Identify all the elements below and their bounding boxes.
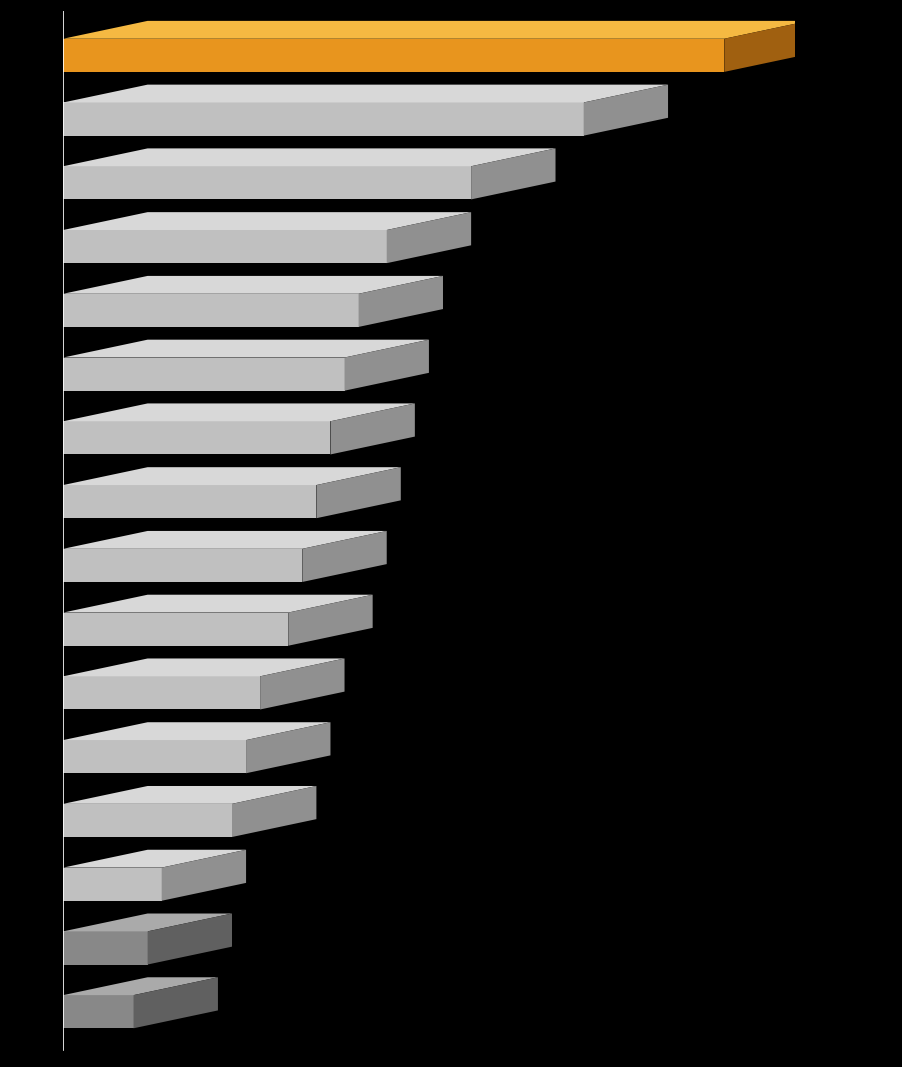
Polygon shape — [232, 786, 316, 837]
Polygon shape — [63, 339, 428, 357]
Polygon shape — [63, 84, 667, 102]
Polygon shape — [63, 21, 808, 38]
Polygon shape — [63, 212, 471, 230]
Polygon shape — [147, 913, 232, 965]
Polygon shape — [330, 403, 414, 455]
Bar — [63, 548, 302, 582]
Polygon shape — [245, 722, 330, 774]
Bar — [63, 230, 386, 264]
Bar — [63, 867, 161, 901]
Bar — [63, 38, 723, 71]
Polygon shape — [63, 594, 373, 612]
Bar — [63, 803, 232, 837]
Bar — [63, 102, 583, 136]
Polygon shape — [63, 977, 217, 996]
Polygon shape — [260, 658, 345, 710]
Bar — [63, 166, 471, 200]
Polygon shape — [133, 977, 217, 1029]
Bar — [63, 676, 260, 710]
Polygon shape — [63, 276, 443, 293]
Polygon shape — [63, 722, 330, 740]
Bar — [63, 421, 330, 455]
Bar — [63, 357, 345, 391]
Bar — [63, 293, 358, 327]
Polygon shape — [63, 849, 245, 867]
Bar — [63, 612, 288, 646]
Polygon shape — [63, 403, 414, 421]
Polygon shape — [161, 849, 245, 901]
Polygon shape — [471, 148, 555, 200]
Polygon shape — [345, 339, 428, 391]
Bar — [63, 485, 316, 519]
Polygon shape — [386, 212, 471, 264]
Polygon shape — [63, 786, 316, 803]
Polygon shape — [63, 913, 232, 931]
Bar — [63, 740, 245, 774]
Polygon shape — [358, 276, 443, 327]
Polygon shape — [63, 467, 400, 485]
Polygon shape — [63, 531, 386, 548]
Polygon shape — [63, 148, 555, 166]
Polygon shape — [583, 84, 667, 136]
Polygon shape — [302, 531, 386, 582]
Polygon shape — [63, 658, 345, 676]
Bar — [63, 931, 147, 965]
Polygon shape — [723, 21, 808, 71]
Polygon shape — [316, 467, 400, 519]
Polygon shape — [288, 594, 373, 646]
Bar — [63, 996, 133, 1029]
